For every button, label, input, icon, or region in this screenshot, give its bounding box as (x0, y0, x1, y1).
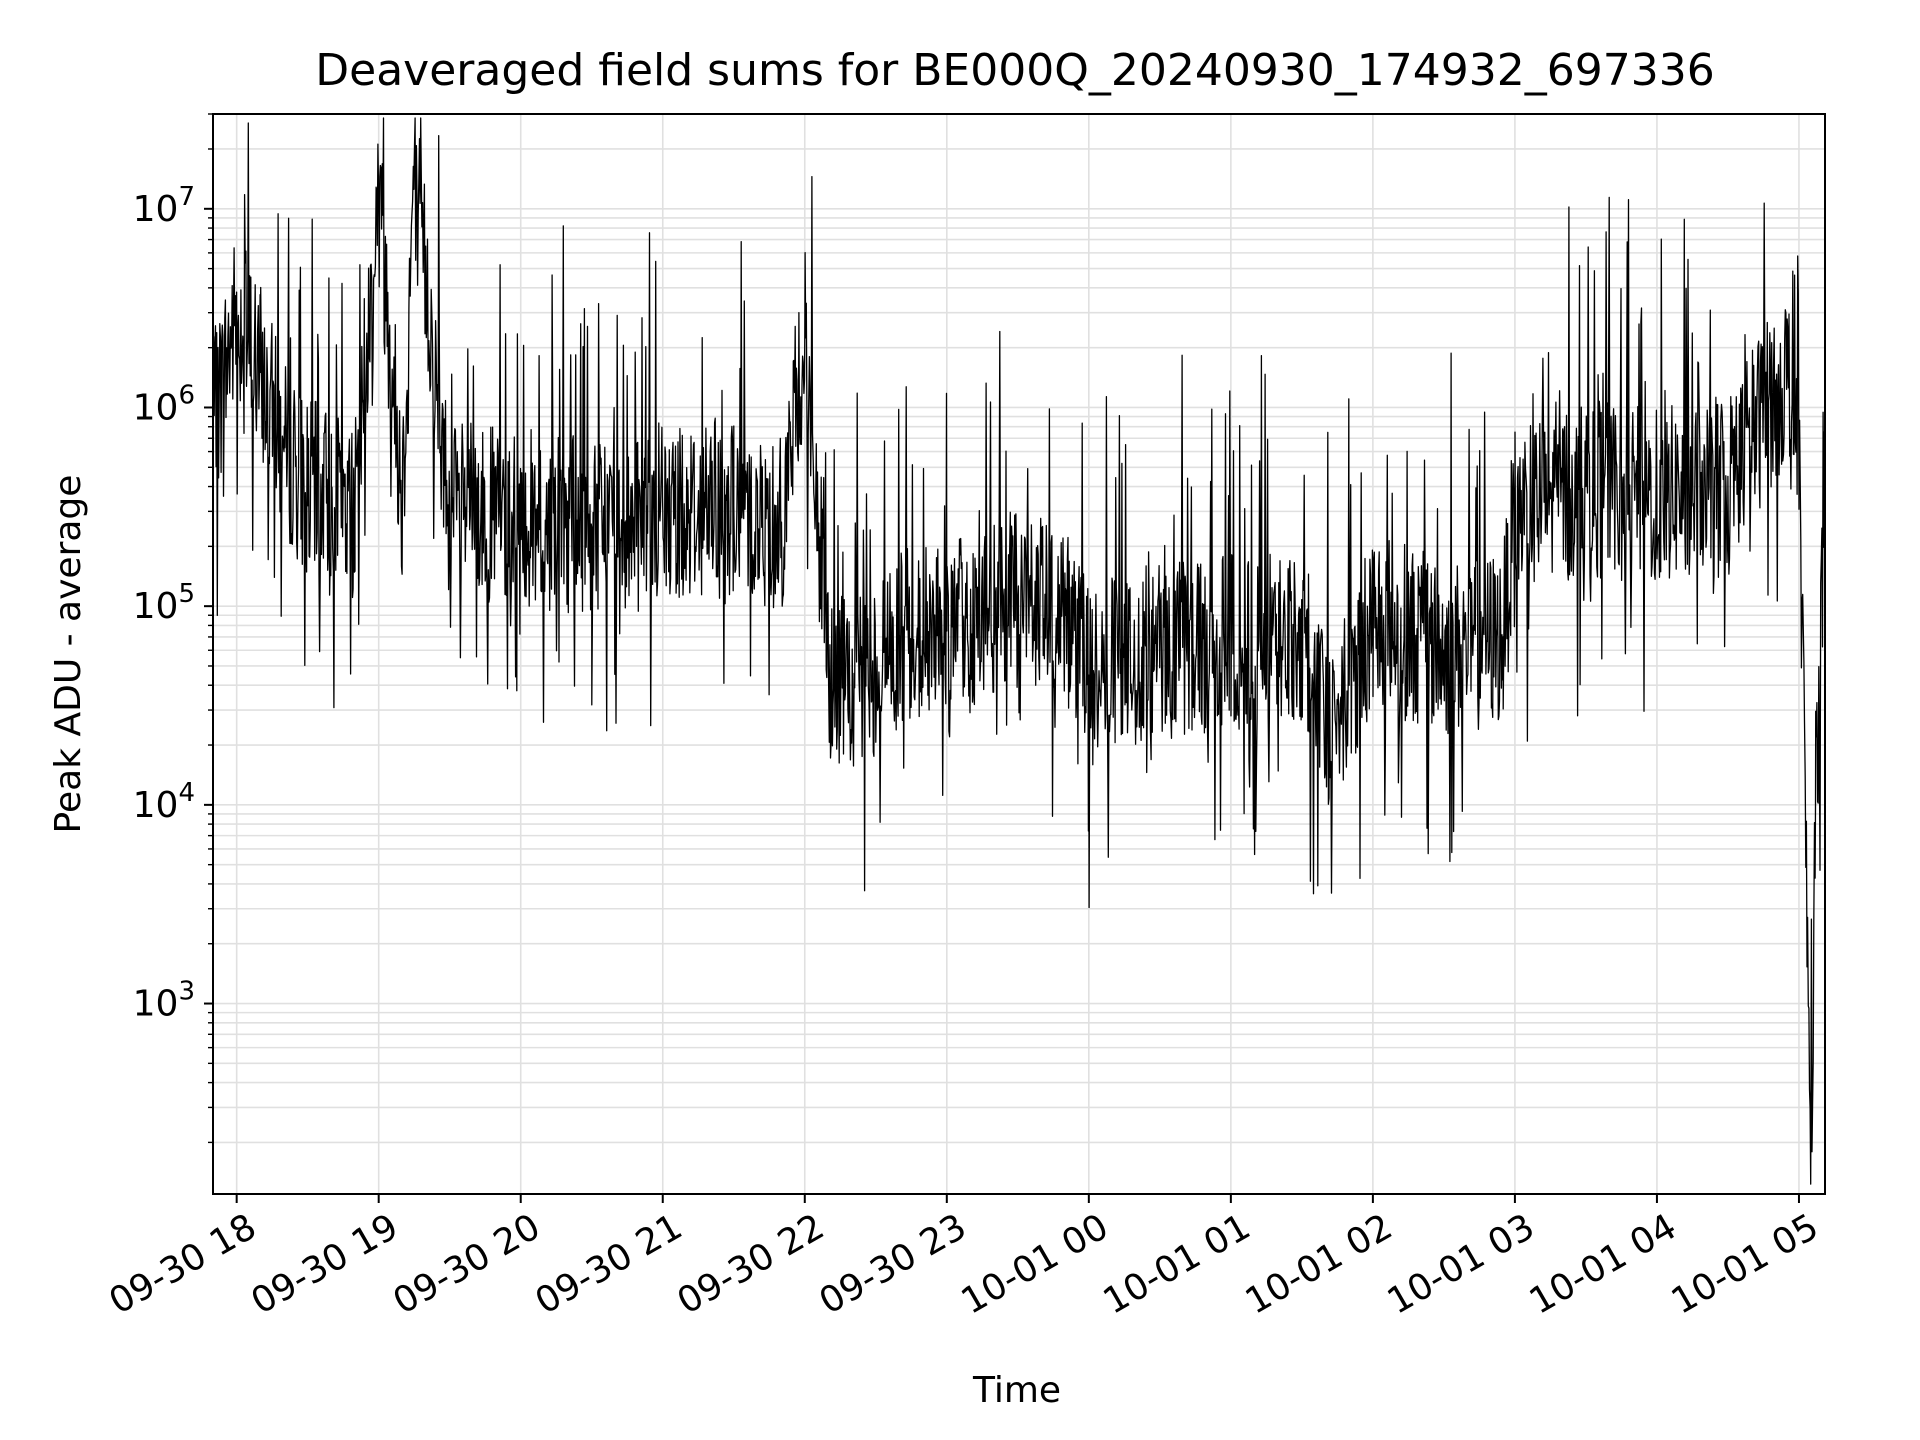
y-axis: 103 104 105 106 107 (133, 113, 213, 1144)
y-tick-label: 107 (133, 182, 195, 230)
data-layer (212, 117, 1826, 1185)
y-tick-label: 103 (133, 977, 195, 1025)
x-axis-label: Time (972, 1370, 1061, 1411)
y-tick-label: 106 (133, 380, 195, 428)
series-line (212, 117, 1826, 1185)
y-axis-label: Peak ADU - average (48, 475, 89, 834)
chart-title: Deaveraged field sums for BE000Q_2024093… (315, 45, 1714, 96)
y-tick-label: 105 (133, 579, 195, 627)
plot-frame (212, 113, 1826, 1195)
y-tick-label: 104 (133, 778, 195, 826)
